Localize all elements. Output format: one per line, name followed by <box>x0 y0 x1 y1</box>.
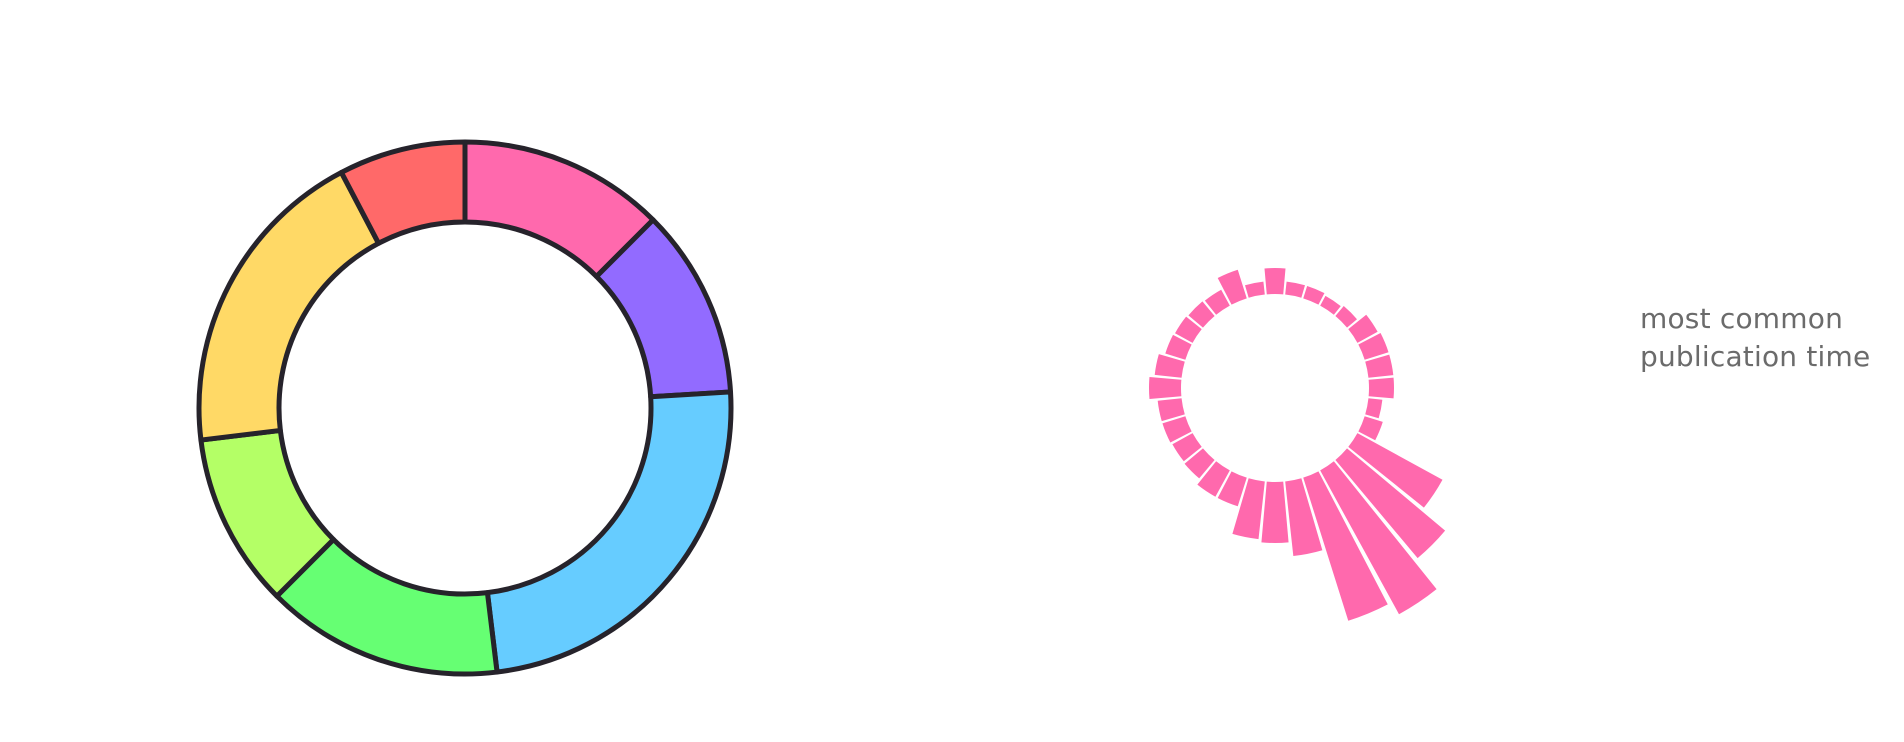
donut-slice-2 <box>484 389 734 675</box>
radial-bar-30 <box>1217 269 1247 305</box>
radial-bar-16 <box>1261 481 1289 544</box>
radial-bar-10 <box>1358 416 1383 441</box>
radial-bar-12 <box>1335 448 1446 559</box>
radial-bar-chart <box>1149 268 1446 621</box>
radial-bar-25 <box>1154 354 1185 378</box>
radial-bar-14 <box>1303 471 1388 621</box>
radial-bar-27 <box>1175 316 1202 343</box>
caption-line-1: most common <box>1640 302 1844 335</box>
radial-bar-28 <box>1188 301 1215 328</box>
radial-bar-5 <box>1348 314 1378 343</box>
caption-line-2: publication time <box>1640 340 1871 373</box>
radial-bar-18 <box>1217 471 1247 507</box>
radial-bar-2 <box>1303 285 1325 305</box>
radial-bar-23 <box>1157 398 1185 422</box>
radial-bar-3 <box>1320 295 1341 315</box>
radial-bar-22 <box>1162 416 1192 443</box>
radial-bar-6 <box>1358 333 1389 360</box>
donut-chart <box>196 139 734 677</box>
radial-bar-21 <box>1172 433 1202 462</box>
radial-bar-9 <box>1365 398 1383 419</box>
radial-bar-26 <box>1165 334 1192 360</box>
donut-slice-6 <box>338 139 468 246</box>
radial-bar-4 <box>1335 306 1357 328</box>
radial-bar-8 <box>1368 377 1394 399</box>
radial-bar-13 <box>1320 461 1437 615</box>
radial-bar-31 <box>1245 281 1265 298</box>
radial-bar-7 <box>1365 354 1394 378</box>
radial-bar-29 <box>1204 289 1230 315</box>
radial-bar-19 <box>1197 461 1230 497</box>
radial-bar-17 <box>1232 478 1265 540</box>
radial-bar-11 <box>1348 433 1443 508</box>
radial-bar-1 <box>1285 281 1305 298</box>
radial-bar-0 <box>1264 268 1286 295</box>
radial-bar-20 <box>1184 448 1215 479</box>
radial-bar-24 <box>1149 376 1182 400</box>
radial-chart-caption: most common publication time <box>1640 300 1890 376</box>
radial-bar-15 <box>1285 478 1323 557</box>
